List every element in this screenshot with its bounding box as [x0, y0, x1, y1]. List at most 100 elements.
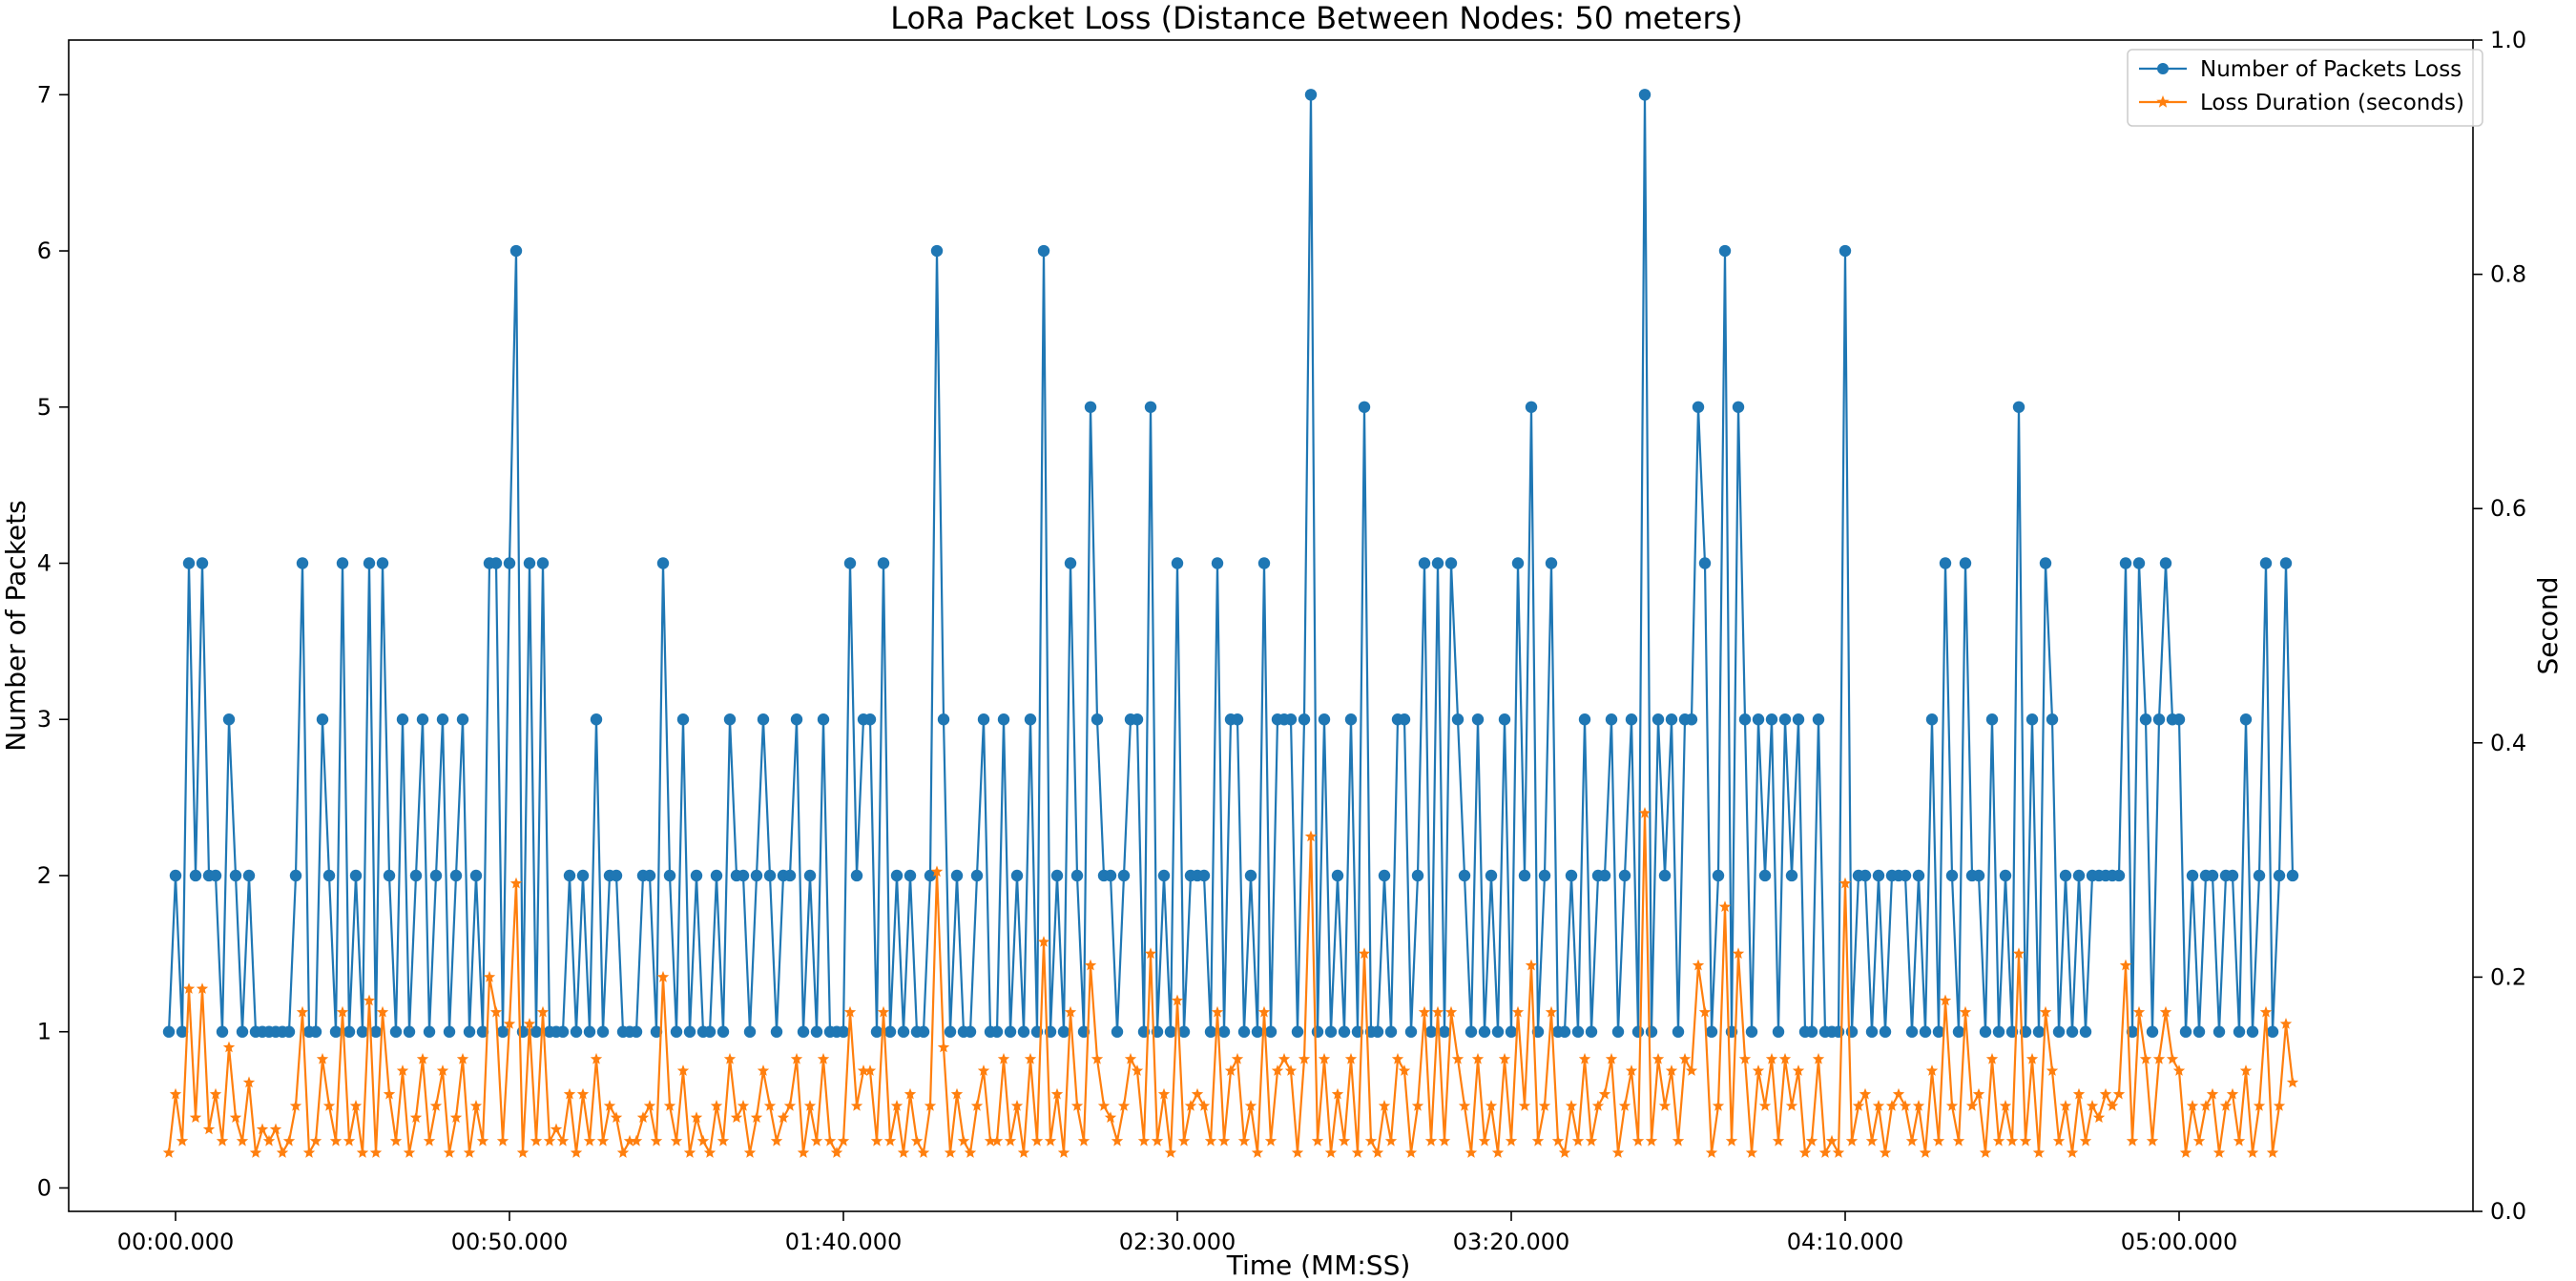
point-packets	[1298, 713, 1311, 726]
point-duration	[1932, 1134, 1945, 1147]
point-duration	[964, 1147, 977, 1158]
point-duration	[2132, 1005, 2146, 1018]
point-duration	[2119, 959, 2132, 971]
point-packets	[1845, 1025, 1859, 1038]
point-duration	[1157, 1087, 1171, 1100]
point-packets	[503, 557, 516, 569]
point-packets	[570, 1025, 583, 1038]
point-packets	[1404, 1025, 1418, 1038]
point-packets	[1638, 89, 1652, 101]
point-duration	[656, 970, 670, 982]
point-packets	[1778, 713, 1792, 726]
point-duration	[2099, 1087, 2112, 1100]
point-duration	[1665, 1064, 1678, 1076]
point-packets	[1538, 869, 1551, 882]
point-duration	[556, 1134, 570, 1147]
point-packets	[1945, 869, 1959, 882]
point-packets	[2079, 1025, 2092, 1038]
point-duration	[1885, 1100, 1899, 1111]
point-duration	[349, 1100, 363, 1111]
point-duration	[570, 1147, 583, 1158]
point-duration	[1164, 1147, 1177, 1158]
point-duration	[1618, 1100, 1631, 1111]
point-duration	[1919, 1147, 1932, 1158]
point-duration	[1959, 1005, 1972, 1018]
point-duration	[944, 1147, 957, 1158]
point-packets	[2046, 713, 2059, 726]
point-packets	[1672, 1025, 1685, 1038]
point-packets	[1905, 1025, 1919, 1038]
point-duration	[850, 1100, 863, 1111]
point-duration	[2246, 1147, 2259, 1158]
point-packets	[1157, 869, 1171, 882]
point-duration	[1752, 1064, 1765, 1076]
point-duration	[196, 982, 209, 994]
point-duration	[643, 1100, 656, 1111]
point-duration	[1818, 1147, 1832, 1158]
point-packets	[1251, 1025, 1264, 1038]
point-packets	[2039, 557, 2052, 569]
point-packets	[1859, 869, 1872, 882]
point-duration	[1565, 1100, 1578, 1111]
point-duration	[2126, 1134, 2139, 1147]
point-packets	[964, 1025, 977, 1038]
point-packets	[2273, 869, 2286, 882]
point-packets	[1692, 401, 1705, 413]
point-duration	[583, 1134, 596, 1147]
x-tick-label: 03:20.000	[1453, 1229, 1570, 1255]
point-duration	[2112, 1087, 2126, 1100]
point-packets	[1491, 1025, 1505, 1038]
point-packets	[750, 869, 763, 882]
point-packets	[1652, 713, 1665, 726]
point-packets	[2059, 869, 2072, 882]
point-packets	[496, 1025, 509, 1038]
point-packets	[1772, 1025, 1785, 1038]
point-packets	[1912, 869, 1925, 882]
point-duration	[1204, 1134, 1217, 1147]
point-packets	[429, 869, 443, 882]
point-duration	[1037, 936, 1050, 947]
point-duration	[610, 1111, 623, 1123]
point-packets	[1712, 869, 1725, 882]
point-packets	[1231, 713, 1244, 726]
point-duration	[1558, 1147, 1571, 1158]
point-duration	[1638, 807, 1652, 818]
point-duration	[1672, 1134, 1685, 1147]
point-duration	[1571, 1134, 1585, 1147]
point-packets	[676, 713, 690, 726]
point-packets	[1558, 1025, 1571, 1038]
point-packets	[1050, 869, 1064, 882]
point-duration	[650, 1134, 663, 1147]
point-packets	[576, 869, 590, 882]
point-duration	[1732, 947, 1745, 960]
x-axis: 00:00.000 00:50.000 01:40.000 02:30.000 03:2…	[117, 1211, 2237, 1255]
point-duration	[1030, 1134, 1044, 1147]
point-duration	[810, 1134, 823, 1147]
point-packets	[950, 869, 964, 882]
point-packets	[383, 869, 396, 882]
point-packets	[990, 1025, 1004, 1038]
legend-marker-duration	[2156, 95, 2170, 108]
point-duration	[917, 1147, 930, 1158]
point-duration	[262, 1134, 276, 1147]
point-packets	[683, 1025, 696, 1038]
point-duration	[1351, 1147, 1364, 1158]
point-packets	[2286, 869, 2299, 882]
point-duration	[843, 1005, 857, 1018]
point-duration	[309, 1134, 322, 1147]
point-duration	[269, 1123, 282, 1135]
point-packets	[1925, 713, 1939, 726]
point-duration	[1879, 1147, 1892, 1158]
point-duration	[302, 1147, 316, 1158]
point-packets	[1631, 1025, 1645, 1038]
point-duration	[977, 1064, 990, 1076]
point-duration	[1899, 1100, 1912, 1111]
point-packets	[1618, 869, 1631, 882]
point-duration	[797, 1147, 810, 1158]
point-duration	[2212, 1147, 2226, 1158]
point-duration	[777, 1111, 790, 1123]
point-duration	[1611, 1147, 1625, 1158]
point-duration	[1010, 1100, 1024, 1111]
point-packets	[1237, 1025, 1251, 1038]
point-packets	[196, 557, 209, 569]
